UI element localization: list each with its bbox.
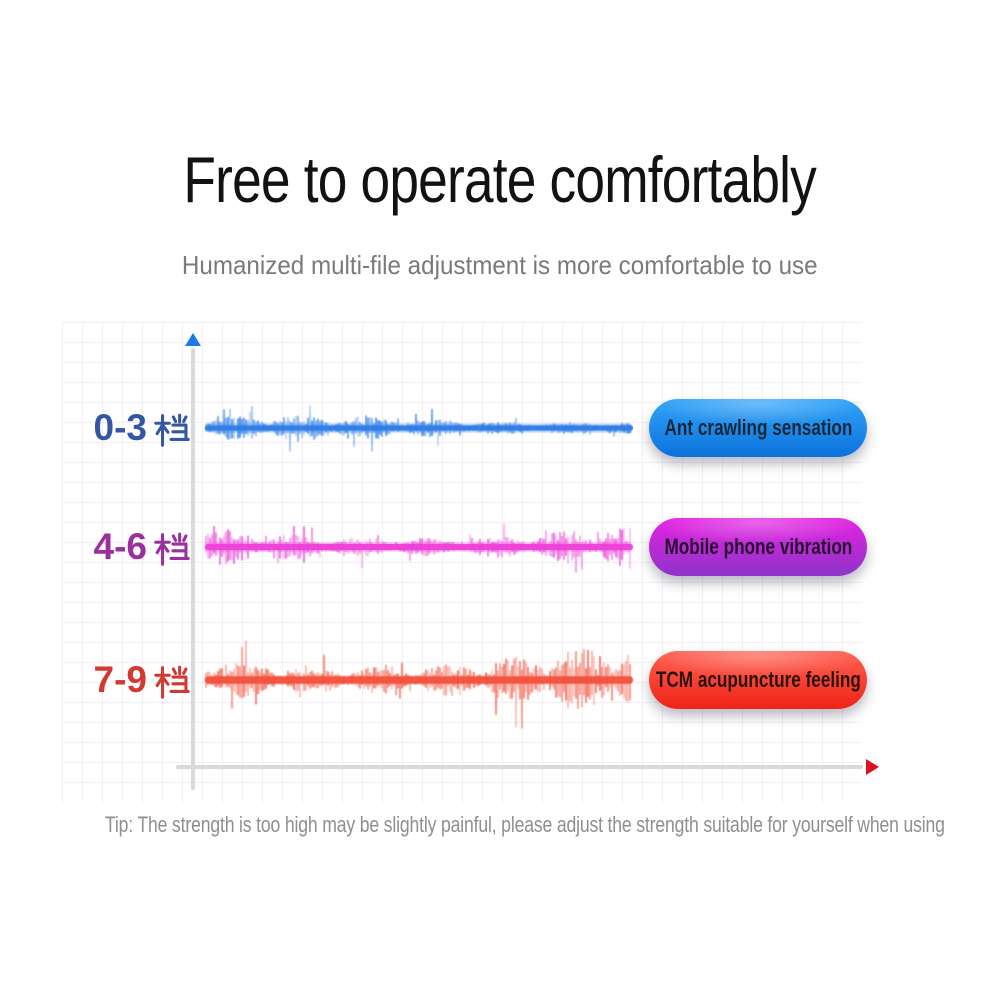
cjk-dang-icon	[154, 529, 190, 569]
y-axis-arrow-icon	[185, 333, 201, 346]
page-title: Free to operate comfortably	[183, 143, 817, 216]
cjk-dang-icon	[154, 662, 190, 702]
gear-range-label: 7-9	[40, 656, 190, 704]
page-subtitle: Humanized multi-file adjustment is more …	[182, 250, 818, 280]
waveform-4-6	[205, 523, 633, 573]
tip-text: Tip: The strength is too high may be sli…	[104, 812, 945, 837]
gear-range-label: 4-6	[40, 523, 190, 571]
waveform-7-9	[205, 640, 633, 729]
x-axis	[176, 765, 863, 769]
y-axis	[191, 348, 195, 790]
gear-range-label: 0-3	[40, 404, 190, 452]
cjk-dang-icon	[154, 410, 190, 450]
ant-crawling-button[interactable]: Ant crawling sensation	[649, 399, 867, 457]
waveform-0-3	[205, 405, 633, 452]
x-axis-arrow-icon	[866, 759, 879, 775]
tcm-acupuncture-button[interactable]: TCM acupuncture feeling	[649, 651, 867, 709]
mobile-vibration-button[interactable]: Mobile phone vibration	[649, 518, 867, 576]
